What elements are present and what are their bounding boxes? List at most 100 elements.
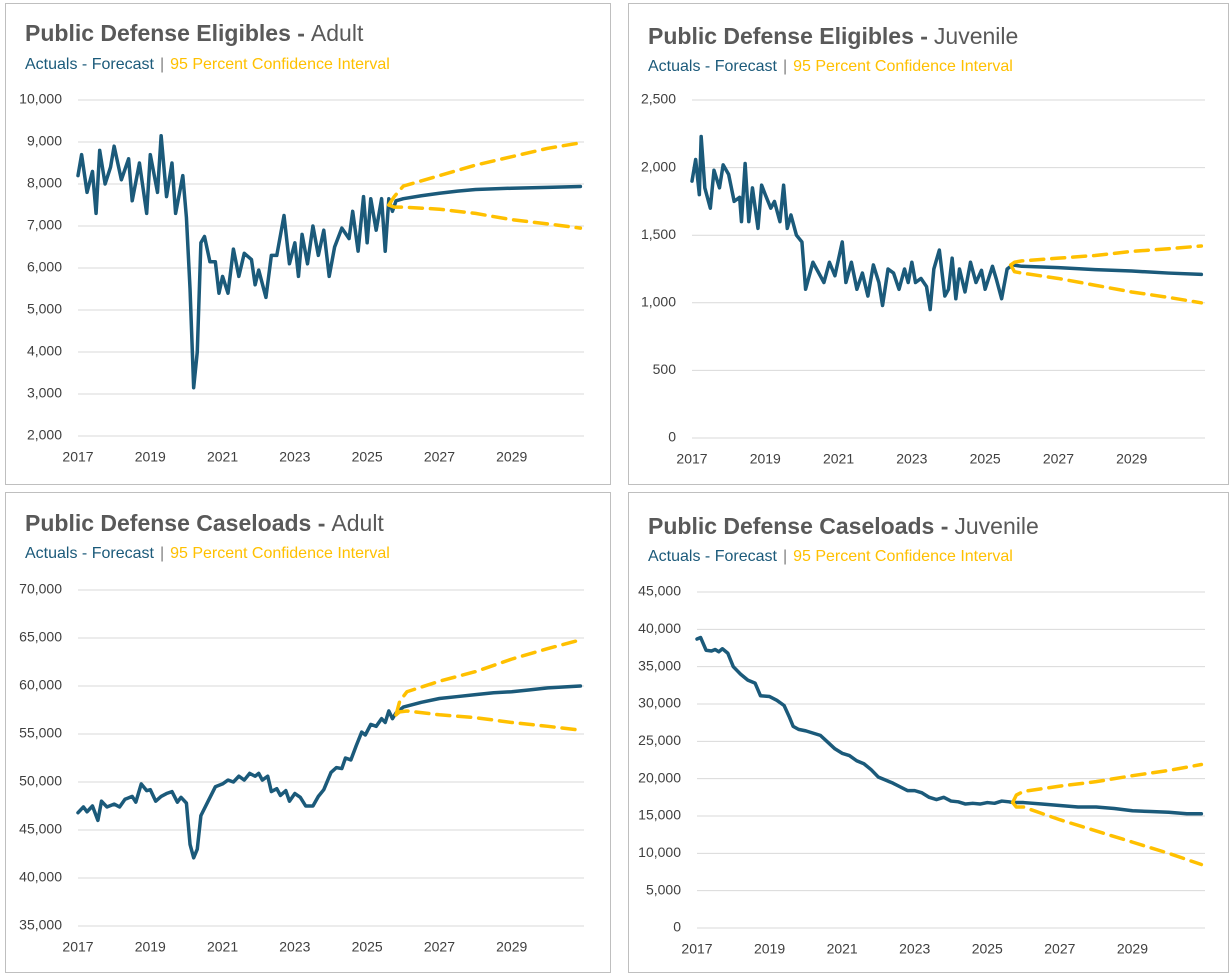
x-tick-label: 2019: [135, 449, 166, 465]
chart-panel: Public Defense Caseloads - Adult Actuals -…: [5, 492, 611, 973]
title-main: Public Defense Eligibles -: [25, 20, 305, 46]
ci-upper: [387, 141, 583, 207]
legend-entry: 95 Percent Confidence Interval: [170, 56, 390, 73]
x-tick-label: 2029: [1116, 451, 1147, 467]
ci-upper: [1009, 244, 1204, 267]
x-tick-label: 2021: [827, 941, 858, 957]
y-tick-label: 35,000: [19, 917, 62, 933]
y-tick-label: 1,000: [641, 294, 676, 310]
legend-entry: 95 Percent Confidence Interval: [793, 58, 1013, 75]
x-tick-label: 2021: [207, 449, 238, 465]
y-tick-label: 3,000: [27, 385, 62, 401]
legend-separator: |: [160, 545, 164, 562]
data-line: [76, 133, 583, 390]
x-tick-label: 2027: [424, 939, 455, 955]
y-tick-label: 5,000: [646, 881, 681, 897]
x-tick-label: 2025: [972, 941, 1003, 957]
y-tick-label: 20,000: [638, 769, 681, 785]
x-tick-label: 2023: [279, 449, 310, 465]
y-tick-label: 40,000: [19, 869, 62, 885]
data-line: [695, 635, 1204, 816]
title-main: Public Defense Eligibles -: [648, 23, 928, 49]
x-tick-label: 2029: [1117, 941, 1148, 957]
y-tick-label: 500: [653, 361, 677, 377]
legend-entry: 95 Percent Confidence Interval: [793, 548, 1013, 565]
legend-separator: |: [783, 548, 787, 565]
ci-lower: [1010, 800, 1204, 867]
x-tick-label: 2029: [496, 939, 527, 955]
y-tick-label: 65,000: [19, 629, 62, 645]
panel-border: [5, 492, 611, 973]
chart-title: Public Defense Eligibles - Adult: [25, 20, 364, 46]
title-group: Adult: [331, 510, 384, 536]
legend: Actuals - Forecast | 95 Percent Confidence…: [648, 548, 1013, 565]
y-tick-label: 0: [668, 429, 676, 445]
chart-title: Public Defense Caseloads - Juvenile: [648, 513, 1039, 539]
chart-panel: Public Defense Eligibles - Adult Actuals -…: [5, 3, 611, 485]
y-tick-label: 2,500: [641, 91, 676, 107]
chart-title: Public Defense Caseloads - Adult: [25, 510, 384, 536]
panel-border: [628, 3, 1229, 485]
x-tick-label: 2023: [896, 451, 927, 467]
ci-lower: [1009, 263, 1204, 305]
data-line: [76, 684, 583, 860]
y-tick-label: 35,000: [638, 657, 681, 673]
panel-border: [5, 3, 611, 485]
y-tick-label: 7,000: [27, 217, 62, 233]
ci-upper: [1010, 762, 1204, 805]
x-tick-label: 2019: [754, 941, 785, 957]
legend: Actuals - Forecast | 95 Percent Confidence…: [648, 58, 1013, 75]
y-tick-label: 25,000: [638, 732, 681, 748]
legend-entry: Actuals - Forecast: [25, 545, 154, 562]
legend: Actuals - Forecast | 95 Percent Confidence…: [25, 56, 390, 73]
y-tick-label: 8,000: [27, 175, 62, 191]
ci-lower: [387, 203, 583, 230]
x-tick-label: 2025: [352, 939, 383, 955]
title-main: Public Defense Caseloads -: [25, 510, 325, 536]
y-tick-label: 10,000: [638, 844, 681, 860]
ci-upper: [394, 638, 583, 717]
y-tick-label: 45,000: [638, 583, 681, 599]
y-tick-label: 60,000: [19, 677, 62, 693]
y-tick-label: 2,000: [641, 158, 676, 174]
legend-entry: Actuals - Forecast: [648, 58, 777, 75]
y-tick-label: 0: [673, 919, 681, 935]
x-tick-label: 2025: [352, 449, 383, 465]
title-group: Juvenile: [954, 513, 1038, 539]
data-line: [690, 134, 1204, 312]
x-tick-label: 2017: [676, 451, 707, 467]
legend-entry: Actuals - Forecast: [25, 56, 154, 73]
title-main: Public Defense Caseloads -: [648, 513, 948, 539]
x-tick-label: 2019: [135, 939, 166, 955]
legend-separator: |: [160, 56, 164, 73]
x-tick-label: 2027: [1044, 941, 1075, 957]
x-tick-label: 2017: [681, 941, 712, 957]
y-tick-label: 15,000: [638, 807, 681, 823]
y-tick-label: 5,000: [27, 301, 62, 317]
x-tick-label: 2021: [207, 939, 238, 955]
y-tick-label: 10,000: [19, 91, 62, 107]
y-tick-label: 50,000: [19, 773, 62, 789]
y-tick-label: 4,000: [27, 343, 62, 359]
legend-entry: 95 Percent Confidence Interval: [170, 545, 390, 562]
x-tick-label: 2023: [279, 939, 310, 955]
y-tick-label: 40,000: [638, 620, 681, 636]
ci-lower: [394, 709, 583, 732]
x-tick-label: 2021: [823, 451, 854, 467]
x-tick-label: 2027: [424, 449, 455, 465]
x-tick-label: 2023: [899, 941, 930, 957]
panel-border: [628, 492, 1229, 973]
y-tick-label: 1,500: [641, 226, 676, 242]
y-tick-label: 6,000: [27, 259, 62, 275]
y-tick-label: 55,000: [19, 725, 62, 741]
x-tick-label: 2019: [750, 451, 781, 467]
y-tick-label: 30,000: [638, 695, 681, 711]
y-tick-label: 9,000: [27, 133, 62, 149]
x-tick-label: 2017: [62, 939, 93, 955]
x-tick-label: 2025: [970, 451, 1001, 467]
y-tick-label: 2,000: [27, 427, 62, 443]
chart-panel: Public Defense Eligibles - Juvenile Actual…: [628, 3, 1229, 485]
legend-entry: Actuals - Forecast: [648, 548, 777, 565]
legend: Actuals - Forecast | 95 Percent Confidence…: [25, 545, 390, 562]
